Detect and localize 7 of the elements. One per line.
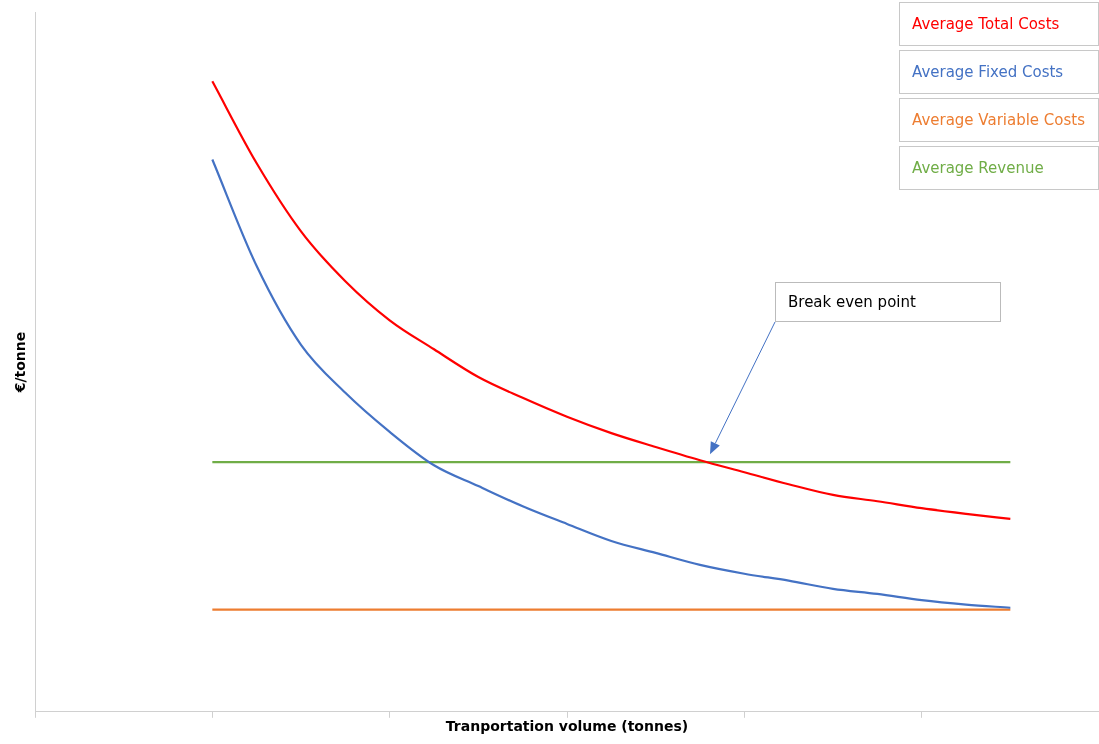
y-axis-title: €/tonne <box>12 331 28 393</box>
text: Average Variable Costs <box>899 98 1099 142</box>
text: Average Total Costs <box>899 2 1099 46</box>
annotation: Break even point <box>775 282 1001 322</box>
x-axis-title: Tranportation volume (tonnes) <box>445 718 689 734</box>
text: Average Revenue <box>899 146 1099 190</box>
text: Average Fixed Costs <box>899 50 1099 94</box>
